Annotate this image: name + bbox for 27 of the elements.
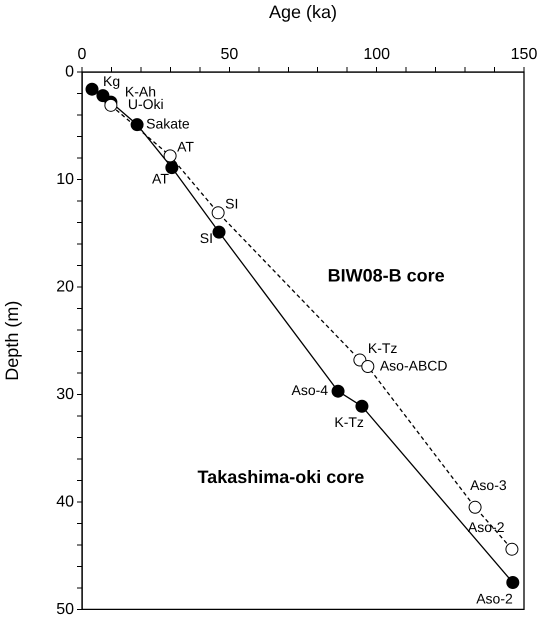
x-tick-label: 100 (363, 46, 390, 63)
annotation: Aso-4 (291, 382, 328, 398)
annotation: Kg (103, 73, 120, 90)
y-tick-label: 0 (65, 63, 74, 80)
annotation: Aso-3 (470, 477, 507, 494)
y-axis-title: Depth (m) (2, 300, 22, 381)
y-tick-label: 30 (56, 386, 74, 403)
annotation: Aso-2 (468, 519, 505, 536)
annotation: AT (152, 170, 170, 187)
series-label: BIW08-B core (328, 266, 445, 286)
annotation: Sakate (146, 116, 190, 132)
x-tick-label: 0 (78, 46, 87, 63)
x-tick-label: 50 (220, 46, 238, 63)
text: Takashima-oki core (198, 467, 364, 488)
annotation: Aso-2 (476, 590, 514, 606)
x-axis-title: Age (ka) (268, 2, 338, 22)
x-tick-label: 150 (510, 46, 538, 63)
y-tick-label: 10 (56, 170, 74, 188)
annotation: SI (225, 196, 238, 212)
y-tick-label: 40 (56, 493, 74, 510)
y-tick-label: 20 (56, 278, 74, 296)
annotation: SI (200, 230, 214, 246)
annotation: Aso-ABCD (380, 357, 448, 374)
annotation: K-Tz (334, 414, 364, 430)
y-tick-label: 50 (56, 600, 74, 618)
annotation: K-Tz (368, 340, 398, 356)
annotation: AT (177, 138, 194, 155)
